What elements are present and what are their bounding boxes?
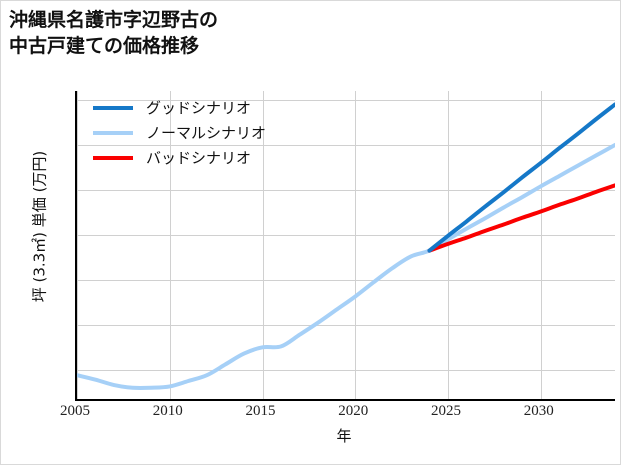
chart-title: 沖縄県名護市字辺野古の 中古戸建ての価格推移 [9,9,219,58]
gridline-horizontal [77,235,615,236]
legend-item-good[interactable]: グッドシナリオ [93,95,266,120]
plot-area [75,91,615,401]
x-axis-tick-2005: 2005 [60,403,90,419]
gridline-vertical [355,91,356,399]
legend-swatch-good [93,105,133,110]
x-axis-tick-2030: 2030 [523,403,554,419]
chart-legend: グッドシナリオ ノーマルシナリオ バッドシナリオ [89,91,272,174]
series-canvas [77,102,615,391]
gridline-vertical [541,91,542,399]
gridline-vertical [263,91,264,399]
legend-label-normal: ノーマルシナリオ [146,124,267,142]
series-line-グッドシナリオ [427,102,615,253]
gridline-horizontal [77,325,615,326]
gridline-vertical [77,91,78,399]
gridline-horizontal [77,370,615,371]
gridline-horizontal [77,100,615,101]
x-axis-tick-2025: 2025 [431,403,462,419]
x-axis-tick-2015: 2015 [245,403,276,419]
legend-label-bad: バッドシナリオ [146,149,252,167]
y-axis-label: 坪 (3.3㎡) 単価 (万円) [30,150,49,303]
legend-item-bad[interactable]: バッドシナリオ [93,145,266,170]
legend-swatch-bad [93,155,133,160]
legend-item-normal[interactable]: ノーマルシナリオ [93,120,266,145]
series-line-ノーマルシナリオ [77,142,615,391]
plot-inner [77,91,615,399]
legend-swatch-normal [93,130,133,135]
gridline-horizontal [77,145,615,146]
x-axis-tick-2020: 2020 [338,403,369,419]
x-axis-label: 年 [336,427,352,445]
gridline-horizontal [77,190,615,191]
x-axis-tick-2010: 2010 [152,403,183,419]
gridline-vertical [170,91,171,399]
gridline-horizontal [77,280,615,281]
series-line-バッドシナリオ [427,183,615,253]
legend-label-good: グッドシナリオ [146,99,252,117]
